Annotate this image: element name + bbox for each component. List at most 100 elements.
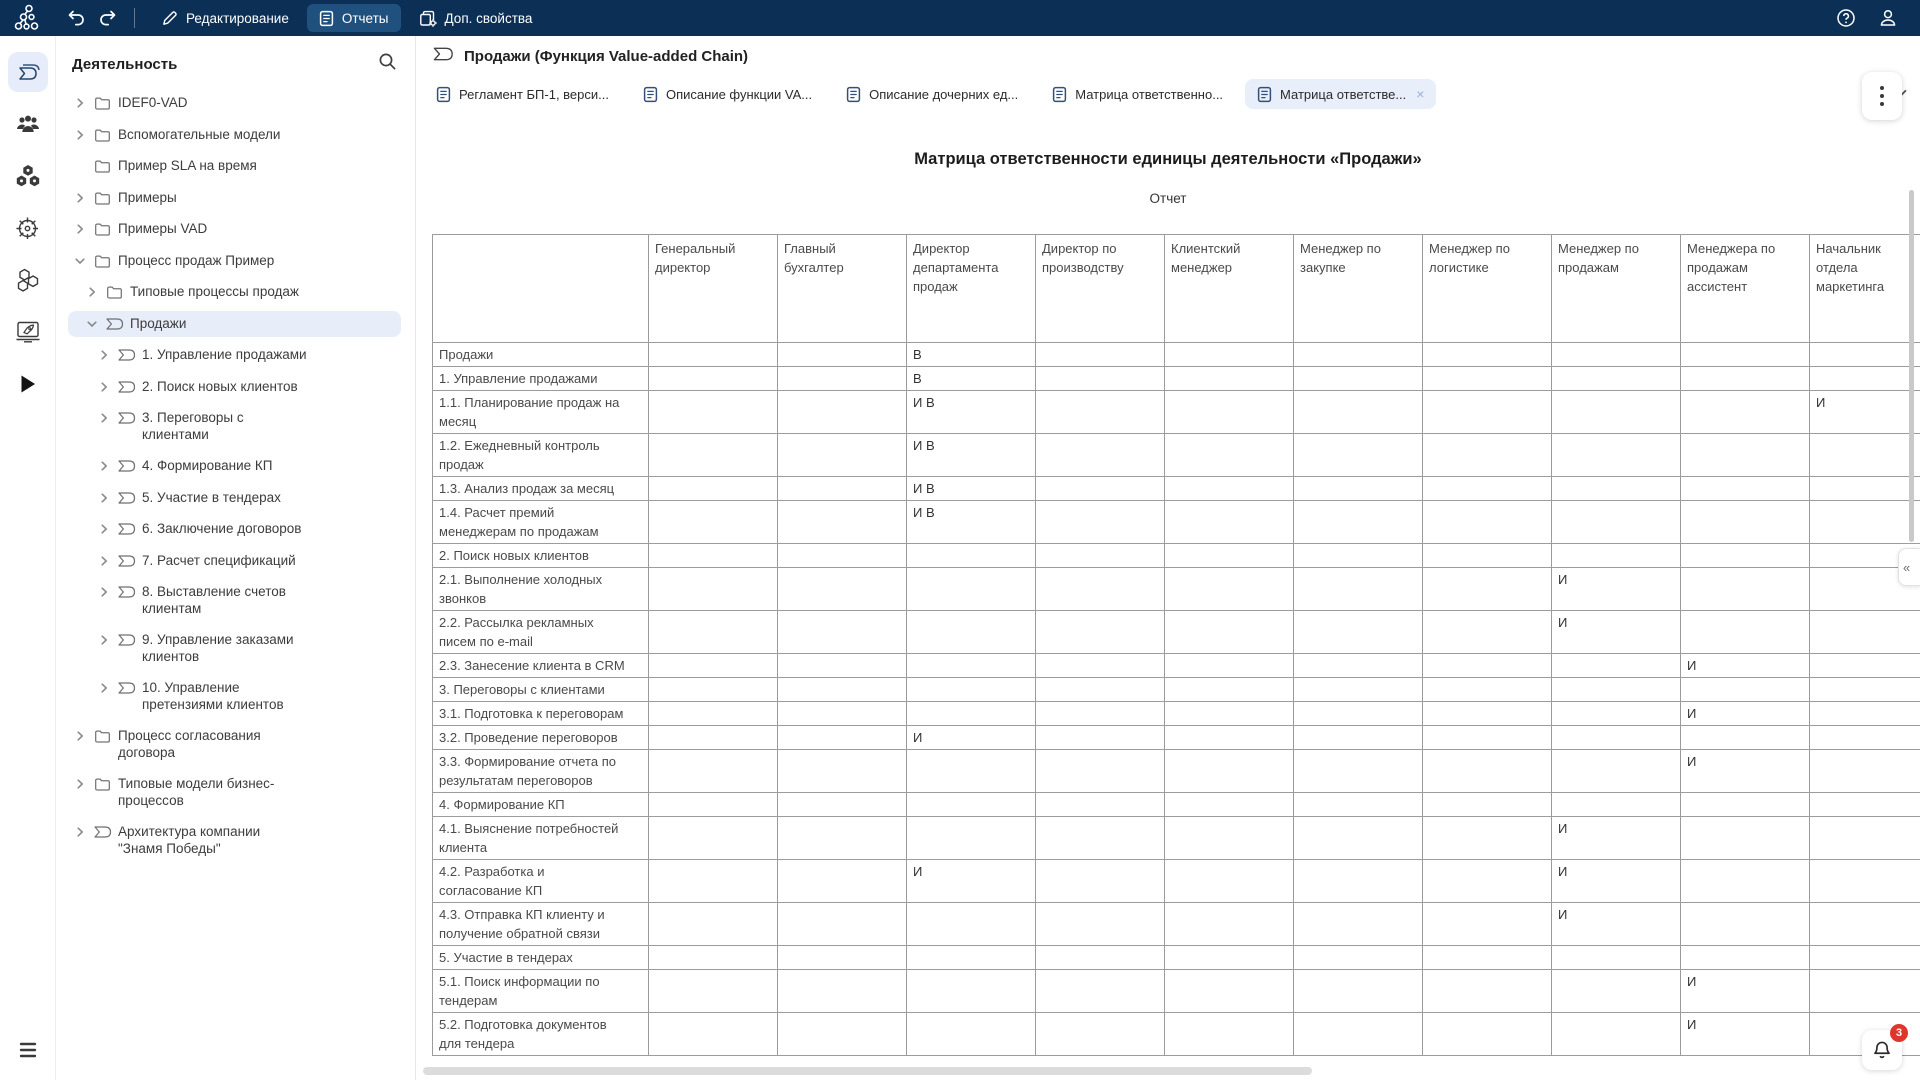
chevron-right-icon[interactable] <box>72 223 88 235</box>
chevron-right-icon[interactable] <box>96 412 112 424</box>
tree-item[interactable]: Пример SLA на время <box>68 153 401 180</box>
rocket-icon[interactable] <box>8 312 48 352</box>
topbar-nav-pencil[interactable]: Редактирование <box>149 4 301 32</box>
tree-item[interactable]: 4. Формирование КП <box>68 453 401 480</box>
matrix-cell <box>649 391 778 434</box>
document-tab[interactable]: Матрица ответственно... <box>1040 79 1235 109</box>
chevron-right-icon[interactable] <box>96 555 112 567</box>
tree-item[interactable]: 2. Поиск новых клиентов <box>68 374 401 401</box>
tree-item[interactable]: Типовые модели бизнес- процессов <box>68 771 401 814</box>
tree-item[interactable]: 6. Заключение договоров <box>68 516 401 543</box>
matrix-cell <box>1681 860 1810 903</box>
tree-item[interactable]: 3. Переговоры с клиентами <box>68 405 401 448</box>
tree-item[interactable]: Процесс согласования договора <box>68 723 401 766</box>
horizontal-scrollbar[interactable] <box>423 1067 1312 1075</box>
matrix-cell <box>1036 903 1165 946</box>
document-tab[interactable]: Матрица ответстве... × <box>1245 79 1436 109</box>
document-tab[interactable]: Описание функции VA... <box>631 79 824 109</box>
matrix-cell: И В <box>907 501 1036 544</box>
topbar-nav-doc-gear[interactable]: Доп. свойства <box>407 4 545 32</box>
help-button[interactable] <box>1830 4 1862 32</box>
matrix-cell <box>1423 793 1552 817</box>
matrix-cell: И В <box>907 477 1036 501</box>
chevron-right-icon[interactable] <box>72 778 88 790</box>
tree-item[interactable]: IDEF0-VAD <box>68 90 401 117</box>
chevron-right-icon[interactable] <box>96 349 112 361</box>
tree-item[interactable]: Архитектура компании "Знамя Победы" <box>68 819 401 862</box>
people-icon[interactable] <box>8 104 48 144</box>
close-icon[interactable]: × <box>1416 86 1424 102</box>
undo-button[interactable] <box>60 4 92 32</box>
tree-item[interactable]: Примеры VAD <box>68 216 401 243</box>
matrix-cell <box>1552 477 1681 501</box>
chevron-right-icon[interactable] <box>96 634 112 646</box>
chevron-right-icon[interactable] <box>72 826 88 838</box>
chevron-right-icon[interactable] <box>72 730 88 742</box>
topbar-nav-report-doc[interactable]: Отчеты <box>307 4 401 32</box>
hexagons-icon[interactable] <box>8 260 48 300</box>
matrix-cell <box>778 903 907 946</box>
tree-item[interactable]: Примеры <box>68 185 401 212</box>
tree-item[interactable]: 7. Расчет спецификаций <box>68 548 401 575</box>
report-doc-icon <box>1052 86 1067 103</box>
chevron-down-icon[interactable] <box>72 255 88 267</box>
tree-item-label: 5. Участие в тендерах <box>142 490 281 507</box>
tree-item[interactable]: Продажи <box>68 311 401 338</box>
top-bar: РедактированиеОтчетыДоп. свойства <box>0 0 1920 36</box>
matrix-column-header: Менеджера по продажам ассистент <box>1681 235 1810 343</box>
topbar-divider <box>134 8 135 28</box>
matrix-cell <box>907 702 1036 726</box>
matrix-cell <box>649 611 778 654</box>
tree-item[interactable]: Процесс продаж Пример <box>68 248 401 275</box>
tree-item[interactable]: 9. Управление заказами клиентов <box>68 627 401 670</box>
matrix-cell <box>1423 726 1552 750</box>
chevron-right-icon[interactable] <box>96 492 112 504</box>
notifications-button[interactable]: 3 <box>1862 1030 1902 1070</box>
chevron-right-icon[interactable] <box>96 682 112 694</box>
document-tab-label: Матрица ответстве... <box>1280 87 1406 102</box>
wheel-icon[interactable] <box>8 208 48 248</box>
matrix-cell <box>778 477 907 501</box>
chevron-right-icon[interactable] <box>72 97 88 109</box>
chevron-right-icon[interactable] <box>72 129 88 141</box>
chevron-right-icon[interactable] <box>72 192 88 204</box>
chevron-right-icon[interactable] <box>96 523 112 535</box>
tree-item-label: Процесс продаж Пример <box>118 253 274 270</box>
vad-process-icon[interactable] <box>8 52 48 92</box>
matrix-row-label: 1.2. Ежедневный контроль продаж <box>433 434 649 477</box>
matrix-cell <box>778 817 907 860</box>
tree-item[interactable]: 8. Выставление счетов клиентам <box>68 579 401 622</box>
play-icon[interactable] <box>8 364 48 404</box>
redo-button[interactable] <box>92 4 124 32</box>
table-row: 4.1. Выяснение потребностей клиентаИ <box>433 817 1920 860</box>
matrix-cell <box>907 793 1036 817</box>
tree-item[interactable]: 10. Управление претензиями клиентов <box>68 675 401 718</box>
activity-tree: IDEF0-VAD Вспомогательные модели Пример SL… <box>56 86 415 1080</box>
matrix-cell <box>907 946 1036 970</box>
tree-item[interactable]: Вспомогательные модели <box>68 122 401 149</box>
tree-item[interactable]: 5. Участие в тендерах <box>68 485 401 512</box>
matrix-cell <box>649 817 778 860</box>
matrix-cell <box>1552 391 1681 434</box>
molecule-icon[interactable] <box>8 156 48 196</box>
search-icon[interactable] <box>378 52 397 76</box>
report-menu-button[interactable] <box>1862 72 1902 120</box>
matrix-cell: И <box>907 860 1036 903</box>
menu-icon[interactable] <box>8 1030 48 1070</box>
matrix-cell <box>1036 544 1165 568</box>
collapse-panel-button[interactable]: « <box>1898 548 1920 586</box>
document-tab[interactable]: Регламент БП-1, верси... <box>424 79 621 109</box>
matrix-cell <box>1681 817 1810 860</box>
tree-item[interactable]: 1. Управление продажами <box>68 342 401 369</box>
report-doc-icon <box>846 86 861 103</box>
chevron-right-icon[interactable] <box>84 286 100 298</box>
vertical-scrollbar[interactable] <box>1909 190 1914 542</box>
chevron-right-icon[interactable] <box>96 586 112 598</box>
chevron-down-icon[interactable] <box>84 318 100 330</box>
matrix-cell <box>1810 343 1920 367</box>
user-button[interactable] <box>1872 4 1904 32</box>
chevron-right-icon[interactable] <box>96 460 112 472</box>
tree-item[interactable]: Типовые процессы продаж <box>68 279 401 306</box>
document-tab[interactable]: Описание дочерних ед... <box>834 79 1030 109</box>
chevron-right-icon[interactable] <box>96 381 112 393</box>
